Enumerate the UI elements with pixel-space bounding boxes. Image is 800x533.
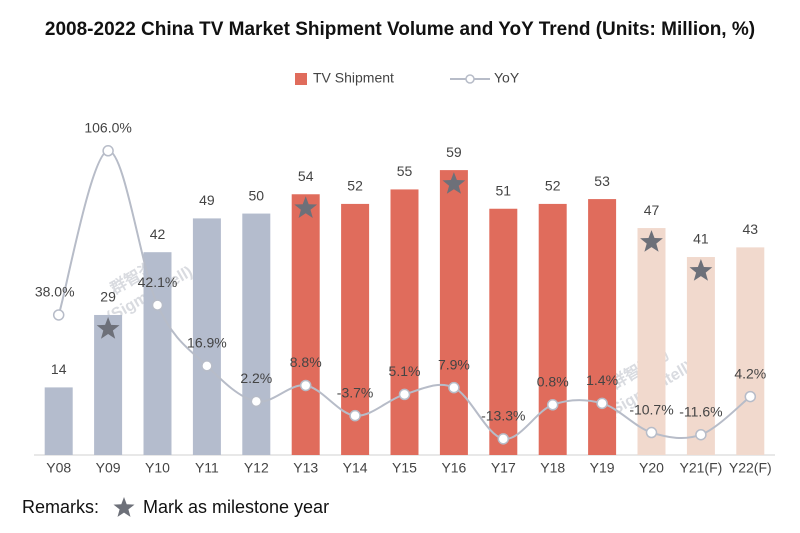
yoy-label: 16.9% [187,335,227,351]
yoy-point [52,309,65,321]
x-tick-label: Y22(F) [729,460,772,476]
bar [44,387,73,455]
yoy-label: 2.2% [240,370,272,386]
bar-label: 53 [594,173,610,189]
yoy-point [299,379,312,392]
bar [588,199,617,455]
yoy-label: 7.9% [438,356,470,372]
yoy-label: 106.0% [84,120,131,136]
bar-label: 54 [298,168,314,184]
yoy-point [201,360,213,372]
milestone-star [294,196,318,218]
bar-label: 42 [150,226,166,242]
yoy-point [645,426,658,439]
yoy-point [497,433,510,445]
yoy-label: -13.3% [481,408,525,424]
x-tick-label: Y09 [96,460,121,476]
milestone-star [640,230,663,252]
legend-label: YoY [494,70,520,86]
bar-label: 41 [693,231,709,247]
yoy-label: 38.0% [35,284,75,300]
yoy-line [57,149,751,440]
bar-label: 49 [199,192,215,208]
remarks-star [113,497,135,517]
bar [538,203,567,455]
legend-marker [465,74,475,84]
remarks-text: Mark as milestone year [143,497,329,517]
yoy-label: 1.4% [586,372,618,388]
x-tick-label: Y15 [392,460,417,476]
x-tick-label: Y14 [343,460,368,476]
bar-label: 43 [743,221,759,237]
x-tick-label: Y18 [540,460,565,476]
yoy-point [596,397,608,410]
milestone-star [689,259,713,281]
x-tick-label: Y16 [441,460,466,476]
yoy-label: -11.6% [679,403,722,419]
x-tick-label: Y08 [46,460,71,476]
milestone-star [442,172,466,194]
bar-label: 52 [347,178,363,194]
bar [489,208,518,455]
yoy-point [102,145,114,157]
bar [637,228,666,455]
yoy-point [744,390,757,403]
bar-label: 14 [51,361,67,377]
x-tick-label: Y17 [491,460,516,476]
x-tick-label: Y20 [639,460,664,476]
yoy-point [349,409,361,422]
bar-label: 55 [397,163,413,179]
bar [686,257,715,455]
bar [143,252,172,455]
bar-label: 47 [644,202,660,218]
bar [291,194,320,455]
bar [242,213,271,455]
yoy-label: 5.1% [389,363,421,379]
x-tick-label: Y12 [244,460,269,476]
bar [439,170,468,455]
x-tick-label: Y21(F) [680,460,723,476]
x-tick-label: Y13 [293,460,318,476]
bar-label: 51 [496,182,512,198]
chart-title: 2008-2022 China TV Market Shipment Volum… [45,19,755,40]
yoy-label: 0.8% [537,373,569,389]
bar [192,218,221,455]
yoy-point [151,299,164,311]
legend-label: TV Shipment [313,70,394,86]
yoy-label: 4.2% [734,365,766,381]
yoy-point [448,381,460,394]
bar-label: 50 [249,187,265,203]
bar [94,314,123,455]
remarks-label: Remarks: [22,497,99,517]
yoy-point [546,399,559,411]
bar-label: 59 [446,144,462,160]
x-tick-label: Y19 [590,460,615,476]
legend-swatch [295,73,307,85]
x-tick-label: Y10 [145,460,170,476]
bar-label: 29 [100,289,116,305]
milestone-star [96,317,120,339]
yoy-label: 8.8% [290,354,322,370]
bar [390,189,419,455]
yoy-point [695,428,707,441]
yoy-label: 42.1% [138,274,178,290]
yoy-label: -3.7% [337,384,374,400]
yoy-point [398,388,411,401]
x-tick-label: Y11 [195,460,219,476]
yoy-point [250,395,263,408]
bar [736,247,765,455]
yoy-label: -10.7% [629,401,673,417]
bar-label: 52 [545,178,561,194]
